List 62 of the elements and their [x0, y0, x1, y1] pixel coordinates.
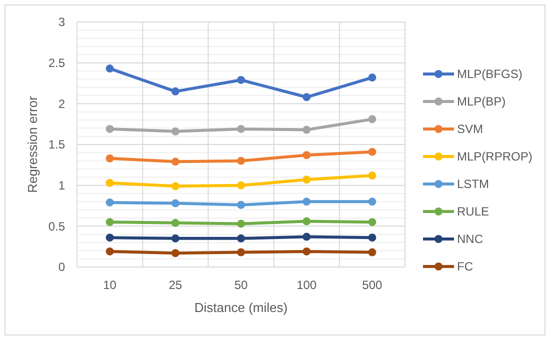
point: [302, 126, 311, 134]
point: [368, 148, 376, 156]
point: [237, 234, 245, 242]
point: [237, 220, 245, 228]
point: [368, 218, 376, 226]
x-axis-title: Distance (miles): [194, 300, 288, 315]
legend-label: MLP(BFGS): [457, 67, 522, 82]
point: [171, 249, 180, 258]
legend-label: RULE: [457, 204, 490, 219]
legend-label: MLP(BP): [457, 94, 506, 109]
point: [302, 176, 311, 184]
y-axis-title: Regression error: [25, 95, 40, 193]
legend-label: SVM: [457, 122, 484, 136]
point: [237, 124, 245, 133]
point: [302, 198, 311, 206]
point: [368, 115, 376, 124]
point: [237, 200, 245, 209]
x-tick-label: 500: [362, 278, 383, 292]
point: [368, 234, 376, 242]
point: [171, 127, 180, 136]
point: [237, 76, 245, 84]
point: [302, 217, 311, 226]
y-tick-label: 1: [58, 178, 66, 193]
y-tick-label: 2: [58, 96, 66, 111]
point: [302, 247, 311, 256]
legend-label: NNC: [457, 232, 484, 246]
point: [106, 154, 114, 162]
point: [302, 93, 311, 102]
point: [171, 87, 180, 96]
y-tick-label: 3: [58, 15, 66, 30]
x-tick-label: 25: [168, 278, 182, 292]
point: [237, 248, 245, 256]
y-tick-label: 0.5: [48, 219, 66, 234]
point: [106, 218, 114, 226]
point: [171, 234, 180, 242]
y-tick-label: 1.5: [48, 138, 66, 152]
y-tick-label: 0: [58, 260, 66, 274]
x-tick-label: 50: [234, 278, 248, 292]
legend-label: LSTM: [457, 177, 490, 192]
point: [106, 178, 114, 187]
point: [106, 234, 114, 242]
point: [302, 232, 311, 241]
point: [368, 248, 376, 256]
y-tick-label: 2.5: [48, 56, 66, 70]
point: [237, 156, 245, 165]
x-tick-label: 100: [296, 278, 317, 292]
point: [106, 64, 114, 73]
point: [106, 124, 114, 133]
point: [368, 74, 376, 82]
point: [171, 218, 180, 227]
x-tick-label: 10: [103, 278, 117, 292]
point: [302, 151, 311, 160]
point: [368, 198, 376, 206]
point: [171, 199, 180, 208]
point: [106, 247, 114, 256]
legend-label: MLP(RPROP): [457, 150, 532, 164]
point: [106, 198, 114, 206]
point: [171, 182, 180, 190]
point: [237, 181, 245, 190]
legend-label: FC: [457, 260, 474, 274]
point: [171, 158, 180, 166]
point: [368, 172, 376, 180]
